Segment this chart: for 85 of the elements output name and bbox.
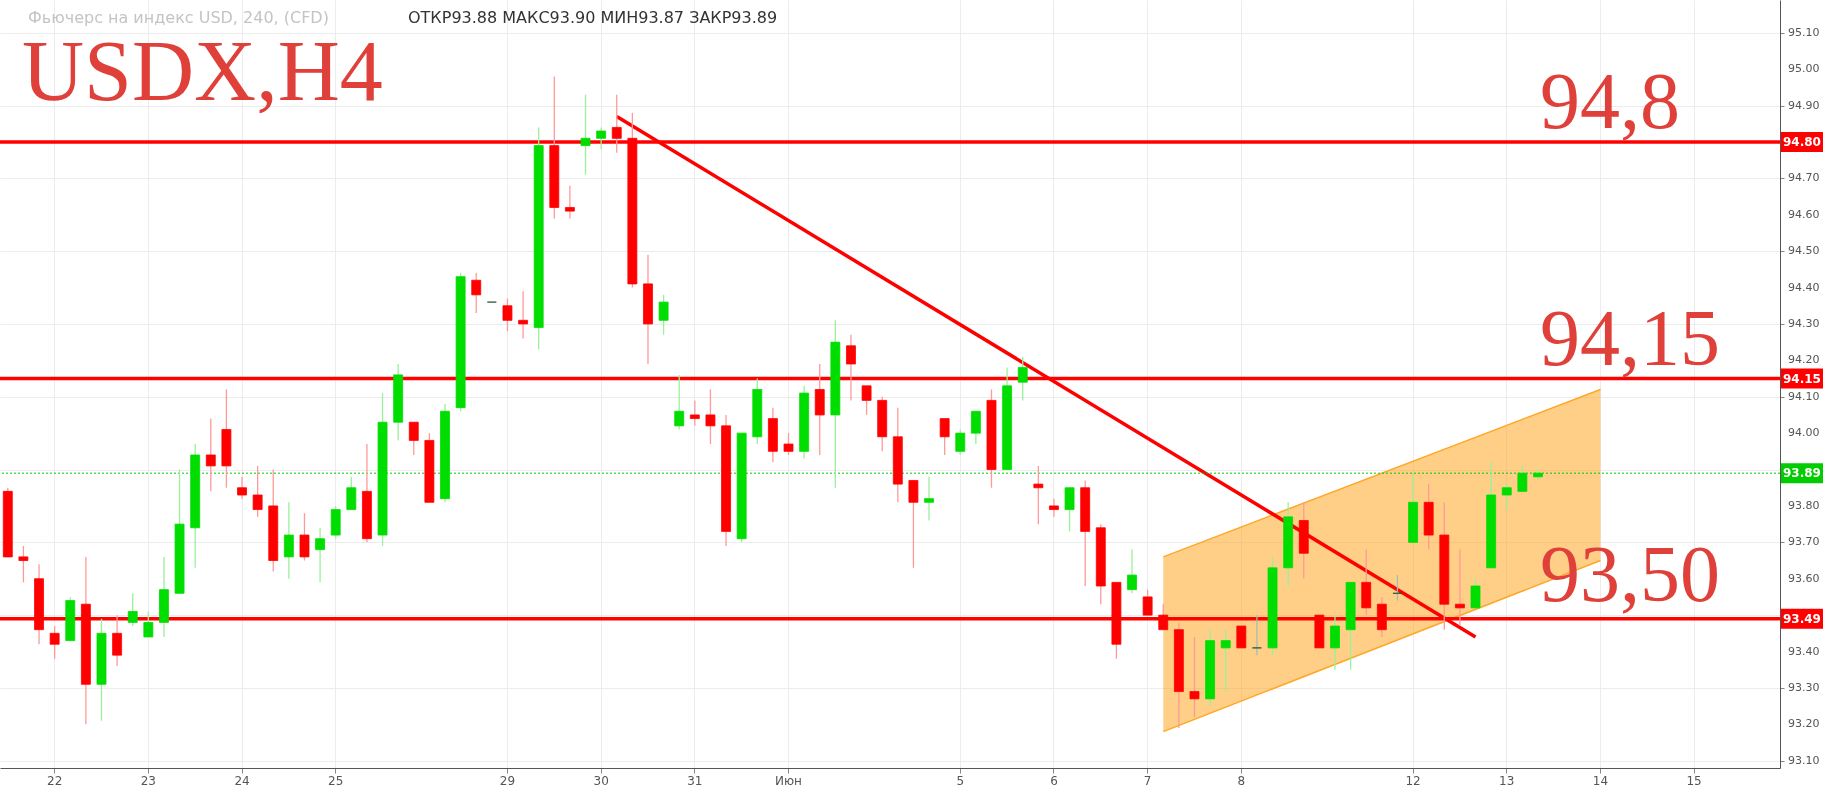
x-tick-label: 30 xyxy=(593,773,609,788)
y-tick-label: 93.40 xyxy=(1788,644,1820,658)
y-tick-label: 95.10 xyxy=(1788,25,1820,39)
candlestick xyxy=(783,432,794,456)
candlestick xyxy=(1501,483,1512,511)
candlestick xyxy=(127,592,138,627)
candlestick xyxy=(580,93,591,176)
x-tick-label: 14 xyxy=(1592,773,1609,788)
y-tick-label: 93.20 xyxy=(1788,717,1820,731)
y-tick-label: 93.80 xyxy=(1788,498,1820,512)
ref-line-label: 94.15 xyxy=(1783,371,1821,386)
candlestick xyxy=(861,385,872,416)
x-tick-label: 22 xyxy=(47,773,63,788)
x-tick-label: 15 xyxy=(1686,773,1702,788)
x-tick-label: 31 xyxy=(687,773,703,788)
y-tick-label: 95.00 xyxy=(1788,62,1820,76)
candlestick xyxy=(408,421,419,456)
candlestick xyxy=(1517,465,1528,493)
y-tick-label: 94.90 xyxy=(1788,98,1820,112)
candlestick xyxy=(955,428,966,456)
annotation: ОТКР93.88 МАКС93.90 МИН93.87 ЗАКР93.89 xyxy=(408,8,778,27)
candlestick xyxy=(908,479,919,569)
x-tick-label: 25 xyxy=(328,773,344,788)
candlestick xyxy=(205,417,216,493)
candlestick xyxy=(924,476,934,522)
candlestick xyxy=(346,476,357,511)
y-tick-label: 94.40 xyxy=(1788,280,1820,294)
ref-line-label: 93.49 xyxy=(1783,611,1821,626)
x-tick-label: 7 xyxy=(1143,773,1152,788)
candlestick xyxy=(471,272,482,314)
candlestick xyxy=(283,501,294,580)
candlestick xyxy=(658,294,669,336)
y-tick-label: 93.70 xyxy=(1788,535,1820,549)
candlestick xyxy=(1470,578,1481,609)
candlestick xyxy=(596,126,607,150)
annotation: 94,15 xyxy=(1540,293,1720,382)
candlestick xyxy=(143,610,154,638)
candlestick xyxy=(674,374,685,431)
candlestick xyxy=(1017,356,1028,402)
candlestick xyxy=(1252,614,1262,656)
y-tick-label: 93.10 xyxy=(1788,753,1820,767)
candlestick xyxy=(1127,548,1137,594)
candlestick xyxy=(565,184,575,220)
x-tick-label: 29 xyxy=(499,773,516,788)
annotation: 93,50 xyxy=(1540,530,1720,619)
x-tick-label: 13 xyxy=(1499,773,1515,788)
candlestick xyxy=(1033,465,1044,525)
x-tick-label: Июн xyxy=(775,773,802,788)
annotation: 94,8 xyxy=(1540,56,1680,145)
y-tick-label: 94.20 xyxy=(1788,353,1820,367)
candlestick xyxy=(49,625,60,660)
candlestick xyxy=(689,399,700,427)
candlestick xyxy=(299,512,310,562)
y-tick-label: 93.60 xyxy=(1788,571,1820,585)
x-tick-label: 6 xyxy=(1050,773,1058,788)
candlestick xyxy=(1049,498,1059,518)
y-tick-label: 93.30 xyxy=(1788,680,1820,694)
candlestick xyxy=(237,476,247,500)
candlestick xyxy=(1236,625,1247,649)
annotation: Фьючерс на индекс USD, 240, (CFD) xyxy=(28,8,329,27)
candlestick xyxy=(1064,487,1075,533)
candlestick xyxy=(502,297,513,332)
candlestick xyxy=(705,388,716,445)
y-tick-label: 94.60 xyxy=(1788,207,1820,221)
candlestick xyxy=(518,290,528,340)
x-tick-label: 5 xyxy=(956,773,965,788)
candlestick xyxy=(1220,629,1231,693)
candlestick xyxy=(939,417,950,456)
candlestick xyxy=(1189,636,1200,718)
y-tick-label: 94.30 xyxy=(1788,316,1820,330)
y-tick-label: 94.50 xyxy=(1788,244,1820,258)
ref-line-label: 93.89 xyxy=(1783,466,1821,481)
x-tick-label: 8 xyxy=(1237,773,1246,788)
x-tick-label: 23 xyxy=(140,773,156,788)
y-tick-label: 94.70 xyxy=(1788,171,1820,185)
candlestick xyxy=(18,545,29,584)
x-tick-label: 12 xyxy=(1405,773,1421,788)
y-tick-label: 94.00 xyxy=(1788,426,1820,440)
candlestick xyxy=(1330,614,1340,671)
ref-line-label: 94.80 xyxy=(1783,134,1821,149)
candlestick xyxy=(970,410,981,445)
candlestick xyxy=(315,527,325,584)
x-tick-label: 24 xyxy=(234,773,250,788)
y-tick-label: 94.10 xyxy=(1788,389,1820,403)
candlestick xyxy=(252,465,263,518)
